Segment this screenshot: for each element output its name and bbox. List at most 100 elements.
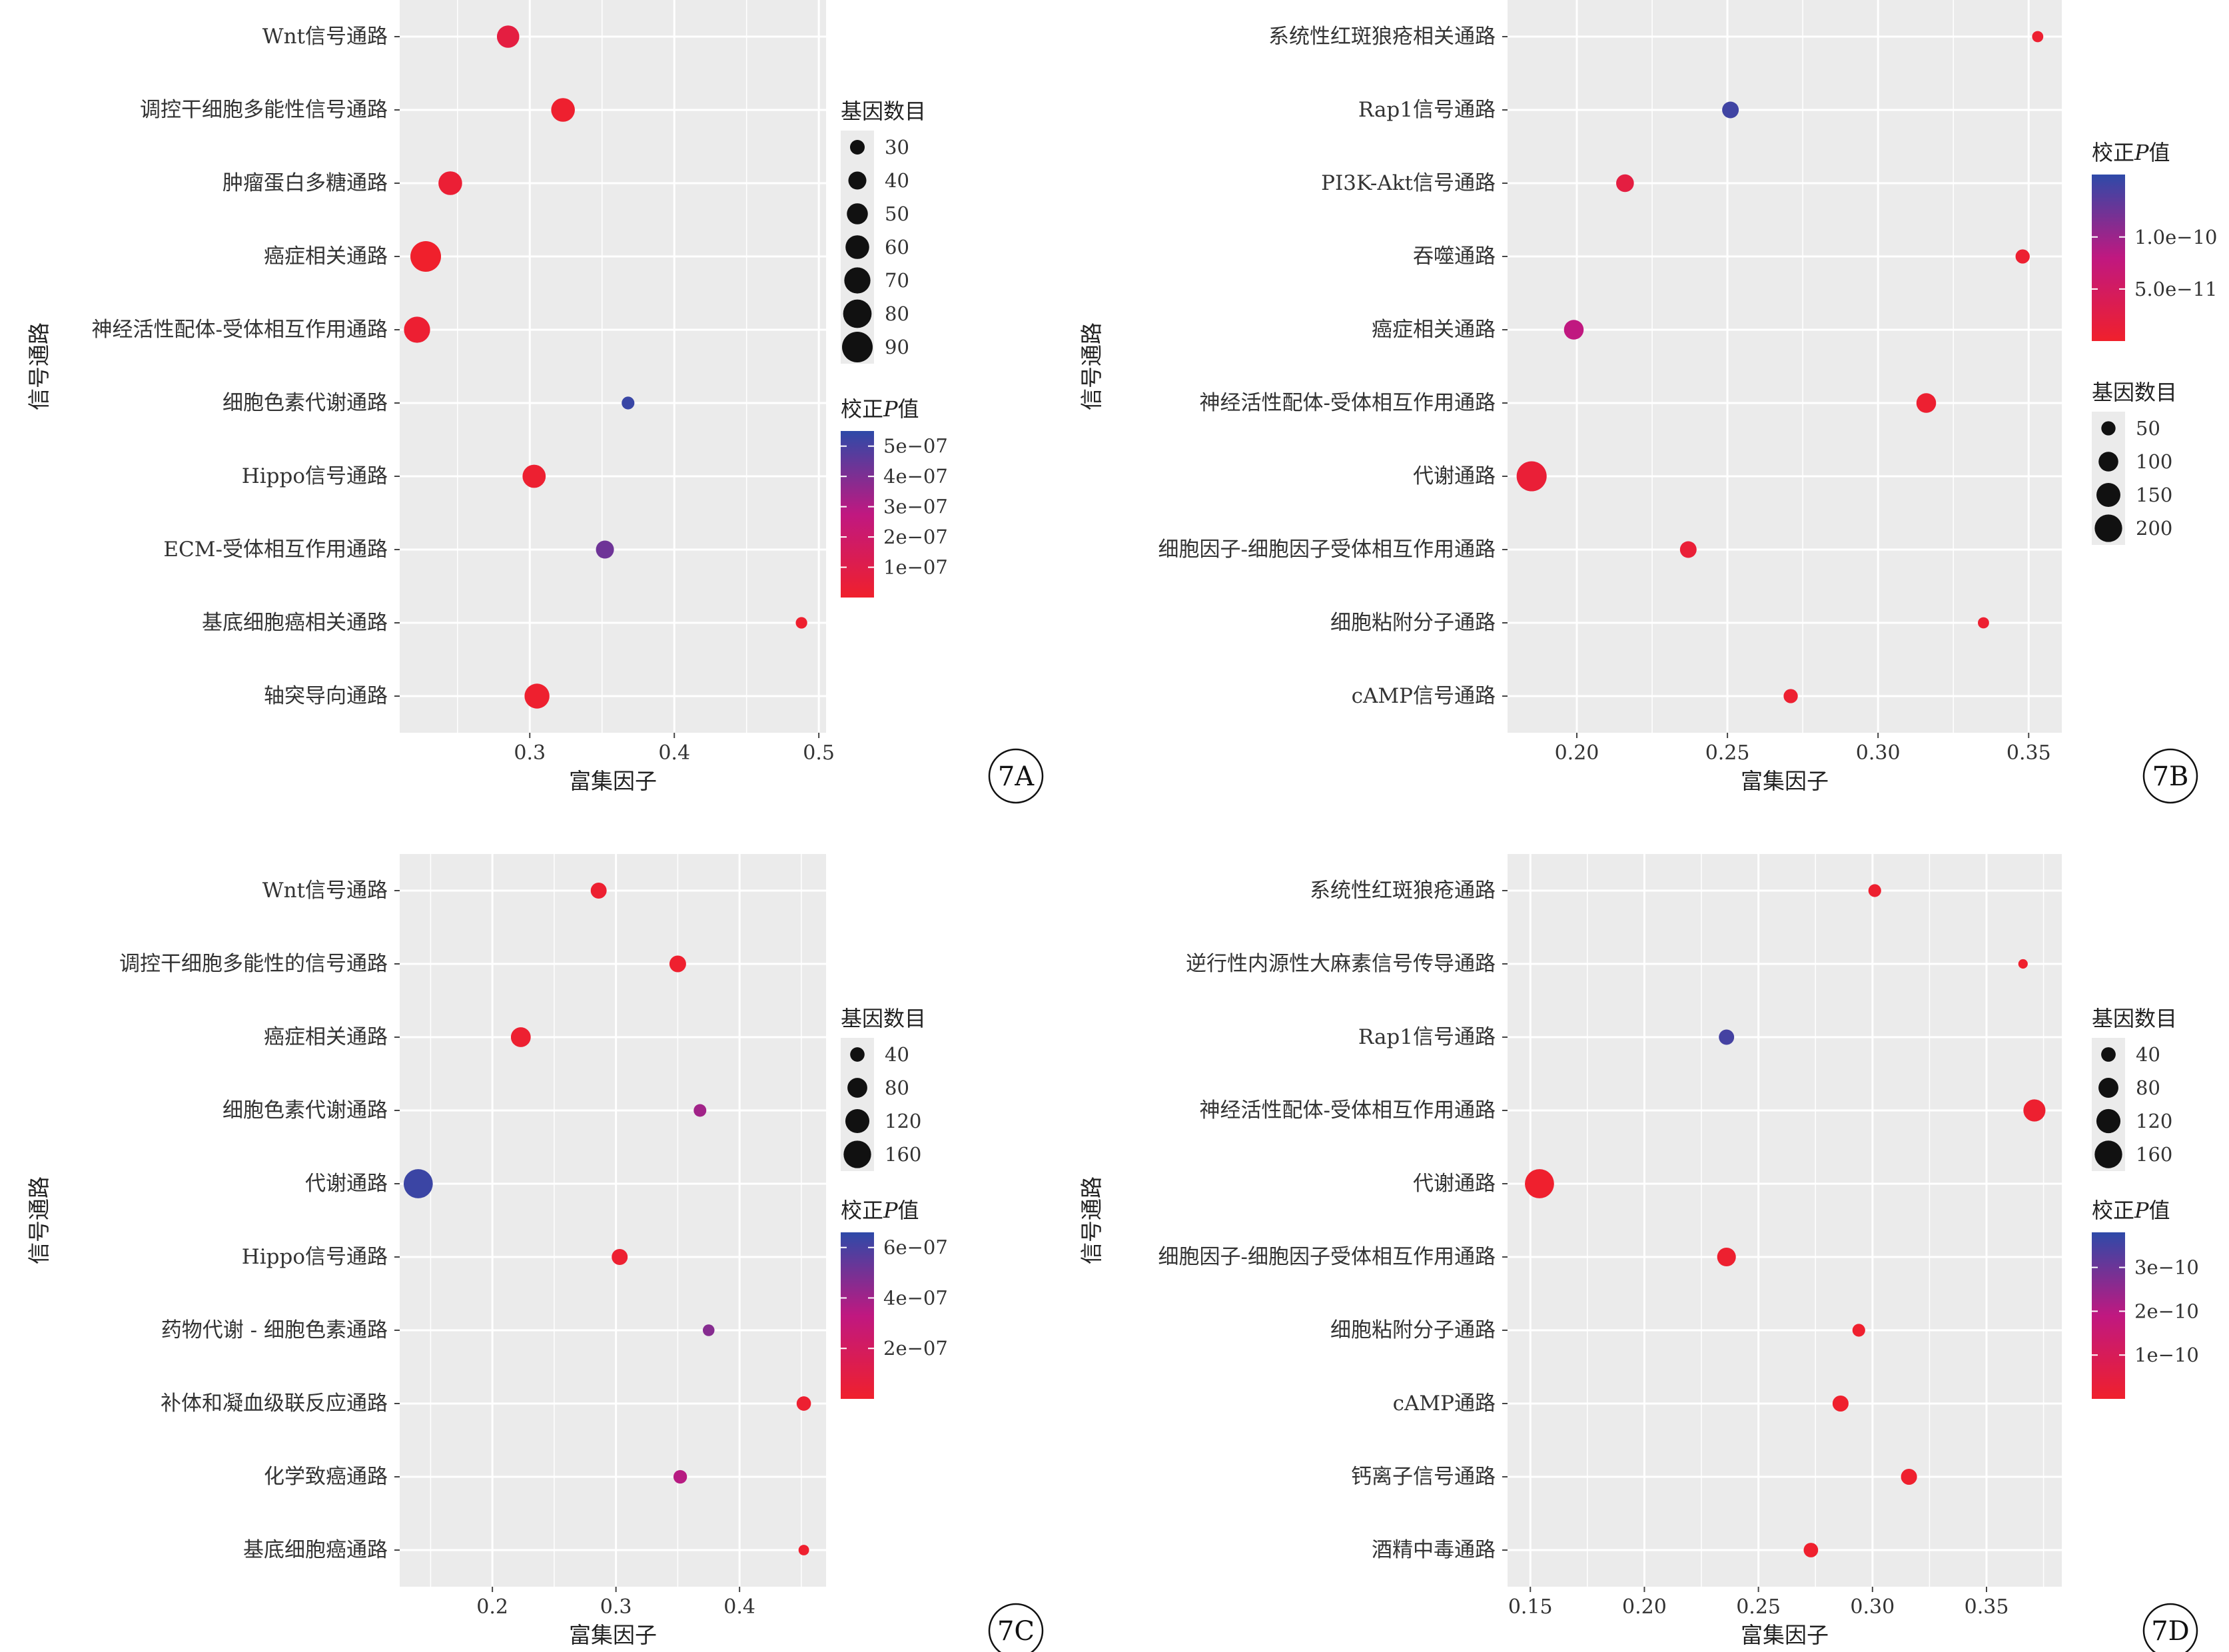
size-legend-label: 80 — [885, 302, 909, 325]
y-tick-label: 神经活性配体-受体相互作用通路 — [1200, 391, 1496, 415]
color-legend: 校正P值 1.0e−10 5.0e−11 — [2092, 140, 2217, 341]
size-legend-label: 30 — [885, 136, 909, 159]
x-tick-label: 0.15 — [1508, 1595, 1553, 1619]
panel-7a: Wnt信号通路调控干细胞多能性信号通路肿瘤蛋白多糖通路癌症相关通路神经活性配体-… — [26, 0, 1044, 804]
color-bar-label: 3e−07 — [883, 496, 948, 518]
y-tick-label: 轴突导向通路 — [264, 684, 388, 708]
size-legend-dot — [850, 1047, 865, 1062]
x-axis-title: 富集因子 — [569, 768, 657, 794]
y-tick-label: 癌症相关通路 — [1372, 318, 1496, 342]
panel-id-circle — [988, 748, 1044, 804]
y-tick-label: 补体和凝血级联反应通路 — [161, 1392, 388, 1416]
y-tick-label: 代谢通路 — [1413, 1172, 1496, 1196]
size-legend-label: 40 — [885, 169, 909, 192]
y-tick-label: 调控干细胞多能性信号通路 — [140, 98, 388, 122]
x-axis-title: 富集因子 — [569, 1622, 657, 1648]
color-legend: 校正P值 6e−07 4e−07 2e−07 — [841, 1198, 948, 1399]
data-point — [2018, 959, 2028, 969]
size-legend-label: 50 — [2136, 417, 2160, 440]
size-legend-label: 160 — [2136, 1143, 2172, 1166]
y-tick-label: 钙离子信号通路 — [1351, 1465, 1496, 1489]
size-legend: 基因数目 30 40 50 60 70 80 90 — [841, 99, 926, 364]
data-point — [1803, 1543, 1819, 1557]
data-point — [1516, 461, 1547, 492]
color-bar — [841, 431, 874, 598]
size-legend-dot — [843, 1140, 871, 1168]
data-point — [1978, 617, 1989, 629]
x-tick-label: 0.25 — [1705, 741, 1750, 765]
panel-7b: 系统性红斑狼疮相关通路 Rap1信号通路 PI3K-Akt信号通路吞噬通路癌症相关通… — [1079, 0, 2217, 804]
data-point — [703, 1324, 715, 1336]
data-point — [1719, 1029, 1735, 1045]
size-legend-dot — [2094, 1140, 2122, 1168]
data-point — [693, 1104, 707, 1117]
data-point — [2032, 31, 2044, 43]
y-tick-label: 代谢通路 — [1413, 464, 1496, 488]
color-legend-title: 校正P值 — [2092, 1198, 2170, 1223]
data-point — [590, 883, 607, 899]
data-point — [403, 1169, 433, 1198]
plot-background — [400, 0, 826, 733]
data-point — [1783, 689, 1798, 703]
panel-id-label: 7B — [2152, 761, 2189, 792]
plot-background — [1508, 854, 2062, 1587]
x-tick-label: 0.35 — [1965, 1595, 2009, 1619]
x-tick-label: 0.3 — [514, 741, 546, 765]
size-legend-dot — [847, 203, 868, 224]
color-bar-label: 5e−07 — [883, 435, 948, 458]
y-tick-label: Hippo信号通路 — [242, 464, 388, 488]
size-legend-label: 40 — [2136, 1043, 2160, 1066]
size-legend-label: 50 — [885, 203, 909, 225]
y-tick-label: 酒精中毒通路 — [1372, 1538, 1496, 1562]
size-legend-label: 90 — [885, 336, 909, 358]
data-point — [2023, 1099, 2046, 1122]
plot-background — [400, 854, 826, 1587]
size-legend-dot — [849, 139, 865, 155]
size-legend: 基因数目 50 100 150 200 — [2092, 380, 2177, 545]
panel-id-label: 7D — [2151, 1616, 2190, 1647]
data-point — [596, 540, 614, 559]
data-point — [410, 241, 442, 272]
size-legend-label: 160 — [885, 1143, 921, 1166]
size-legend: 基因数目 40 80 120 160 — [2092, 1006, 2177, 1171]
panel-id-label: 7C — [997, 1616, 1035, 1647]
color-bar-label: 2e−10 — [2134, 1300, 2199, 1322]
y-tick-label: 化学致癌通路 — [264, 1465, 388, 1489]
y-axis-title: 信号通路 — [26, 322, 52, 410]
x-axis-title: 富集因子 — [1741, 768, 1829, 794]
y-axis-title: 信号通路 — [1079, 1176, 1105, 1264]
data-point — [1563, 320, 1584, 340]
data-point — [1722, 101, 1739, 119]
y-tick-label: Wnt信号通路 — [262, 879, 388, 903]
y-tick-label: Hippo信号通路 — [242, 1245, 388, 1269]
color-bar — [2092, 1232, 2125, 1399]
y-tick-label: 癌症相关通路 — [264, 244, 388, 268]
color-bar-label: 3e−10 — [2134, 1256, 2199, 1279]
size-legend-title: 基因数目 — [841, 99, 926, 124]
x-tick-label: 0.30 — [1856, 741, 1901, 765]
panel-id-circle — [2142, 748, 2198, 804]
size-legend-title: 基因数目 — [2092, 380, 2177, 405]
x-tick-label: 0.35 — [2006, 741, 2051, 765]
size-legend-dot — [848, 171, 867, 190]
data-point — [673, 1469, 687, 1484]
data-point — [1679, 541, 1697, 558]
size-legend-dot — [845, 1108, 870, 1134]
y-tick-label: cAMP通路 — [1393, 1392, 1496, 1416]
size-legend-dot — [843, 299, 872, 328]
x-tick-label: 0.4 — [658, 741, 690, 765]
x-tick-label: 0.4 — [723, 1595, 755, 1619]
color-bar-label: 2e−07 — [883, 1337, 948, 1360]
size-legend-label: 70 — [885, 269, 909, 292]
size-legend-dot — [2094, 514, 2122, 542]
color-bar-label: 1e−07 — [883, 556, 948, 579]
y-tick-label: 细胞因子-细胞因子受体相互作用通路 — [1158, 538, 1496, 562]
y-tick-label: cAMP信号通路 — [1352, 684, 1496, 708]
y-tick-label: ECM-受体相互作用通路 — [163, 538, 388, 562]
size-legend-label: 100 — [2136, 450, 2172, 473]
size-legend-label: 80 — [885, 1076, 909, 1099]
size-legend-dot — [2101, 421, 2116, 436]
y-tick-label: 细胞粘附分子通路 — [1330, 1318, 1496, 1342]
data-point — [612, 1249, 628, 1265]
